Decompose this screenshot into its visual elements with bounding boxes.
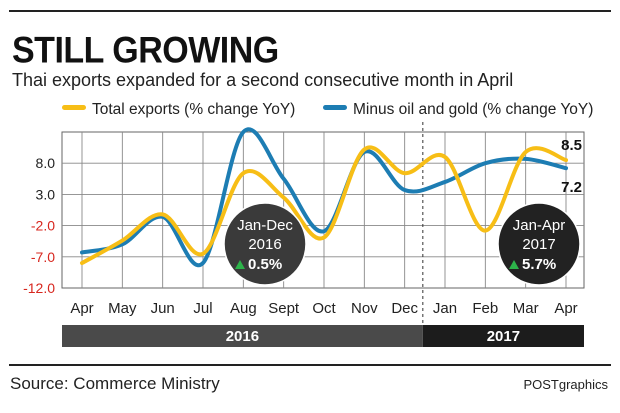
legend-label-minus: Minus oil and gold (% change YoY) — [353, 101, 594, 118]
legend-swatch-total — [62, 105, 86, 111]
callout-year: 2017 — [522, 236, 555, 253]
x-tick-label: Nov — [351, 300, 378, 317]
source-note: Source: Commerce Ministry — [10, 374, 220, 393]
x-tick-label: Sept — [268, 300, 300, 317]
callout-period: Jan-Apr — [513, 217, 566, 234]
x-tick-label: Mar — [513, 300, 539, 317]
credit-note: POSTgraphics — [523, 377, 608, 392]
year-band-label: 2016 — [226, 328, 259, 345]
y-tick-label: 8.0 — [36, 155, 56, 171]
legend-swatch-minus — [323, 105, 347, 111]
callout-period: Jan-Dec — [237, 217, 293, 234]
callout-bubble — [223, 202, 307, 286]
x-tick-label: Jun — [151, 300, 175, 317]
legend-item-total: Total exports (% change YoY) — [62, 101, 295, 119]
callout-2016: Jan-Dec 2016 0.5% — [223, 202, 307, 286]
x-tick-label: Jan — [433, 300, 457, 317]
x-tick-label: Feb — [472, 300, 498, 317]
y-tick-label: -7.0 — [31, 249, 55, 265]
x-tick-label: Apr — [70, 300, 93, 317]
top-rule — [9, 10, 611, 12]
callout-2017: Jan-Apr 2017 5.7% — [497, 202, 581, 286]
y-tick-label: 3.0 — [36, 186, 56, 202]
legend-label-total: Total exports (% change YoY) — [92, 101, 296, 118]
chart-subtitle: Thai exports expanded for a second conse… — [12, 70, 514, 90]
legend-item-minus: Minus oil and gold (% change YoY) — [323, 101, 593, 119]
plot-frame — [61, 131, 585, 289]
up-arrow-icon — [235, 260, 245, 269]
x-tick-label: Aug — [230, 300, 257, 317]
callout-change: 0.5% — [248, 256, 282, 273]
y-tick-label: -12.0 — [23, 280, 55, 296]
end-value-label-total: 8.5 — [561, 137, 582, 154]
year-band-2016 — [62, 325, 423, 347]
year-band-2017 — [422, 325, 584, 347]
chart-title: STILL GROWING — [12, 30, 279, 72]
series-line-total-exports — [80, 145, 568, 266]
bottom-rule — [9, 364, 611, 366]
callout-year: 2016 — [248, 236, 281, 253]
callout-bubble — [497, 202, 581, 286]
end-value-label-minus: 7.2 — [561, 179, 582, 196]
x-tick-label: May — [108, 300, 137, 317]
up-arrow-icon — [509, 260, 519, 269]
x-tick-label: Apr — [554, 300, 577, 317]
series-line-minus-oil-gold — [80, 127, 568, 268]
y-tick-label: -2.0 — [31, 218, 55, 234]
x-tick-label: Jul — [193, 300, 212, 317]
x-tick-label: Dec — [391, 300, 418, 317]
year-band-label: 2017 — [487, 328, 520, 345]
x-tick-label: Oct — [312, 300, 336, 317]
callout-change: 5.7% — [522, 256, 556, 273]
